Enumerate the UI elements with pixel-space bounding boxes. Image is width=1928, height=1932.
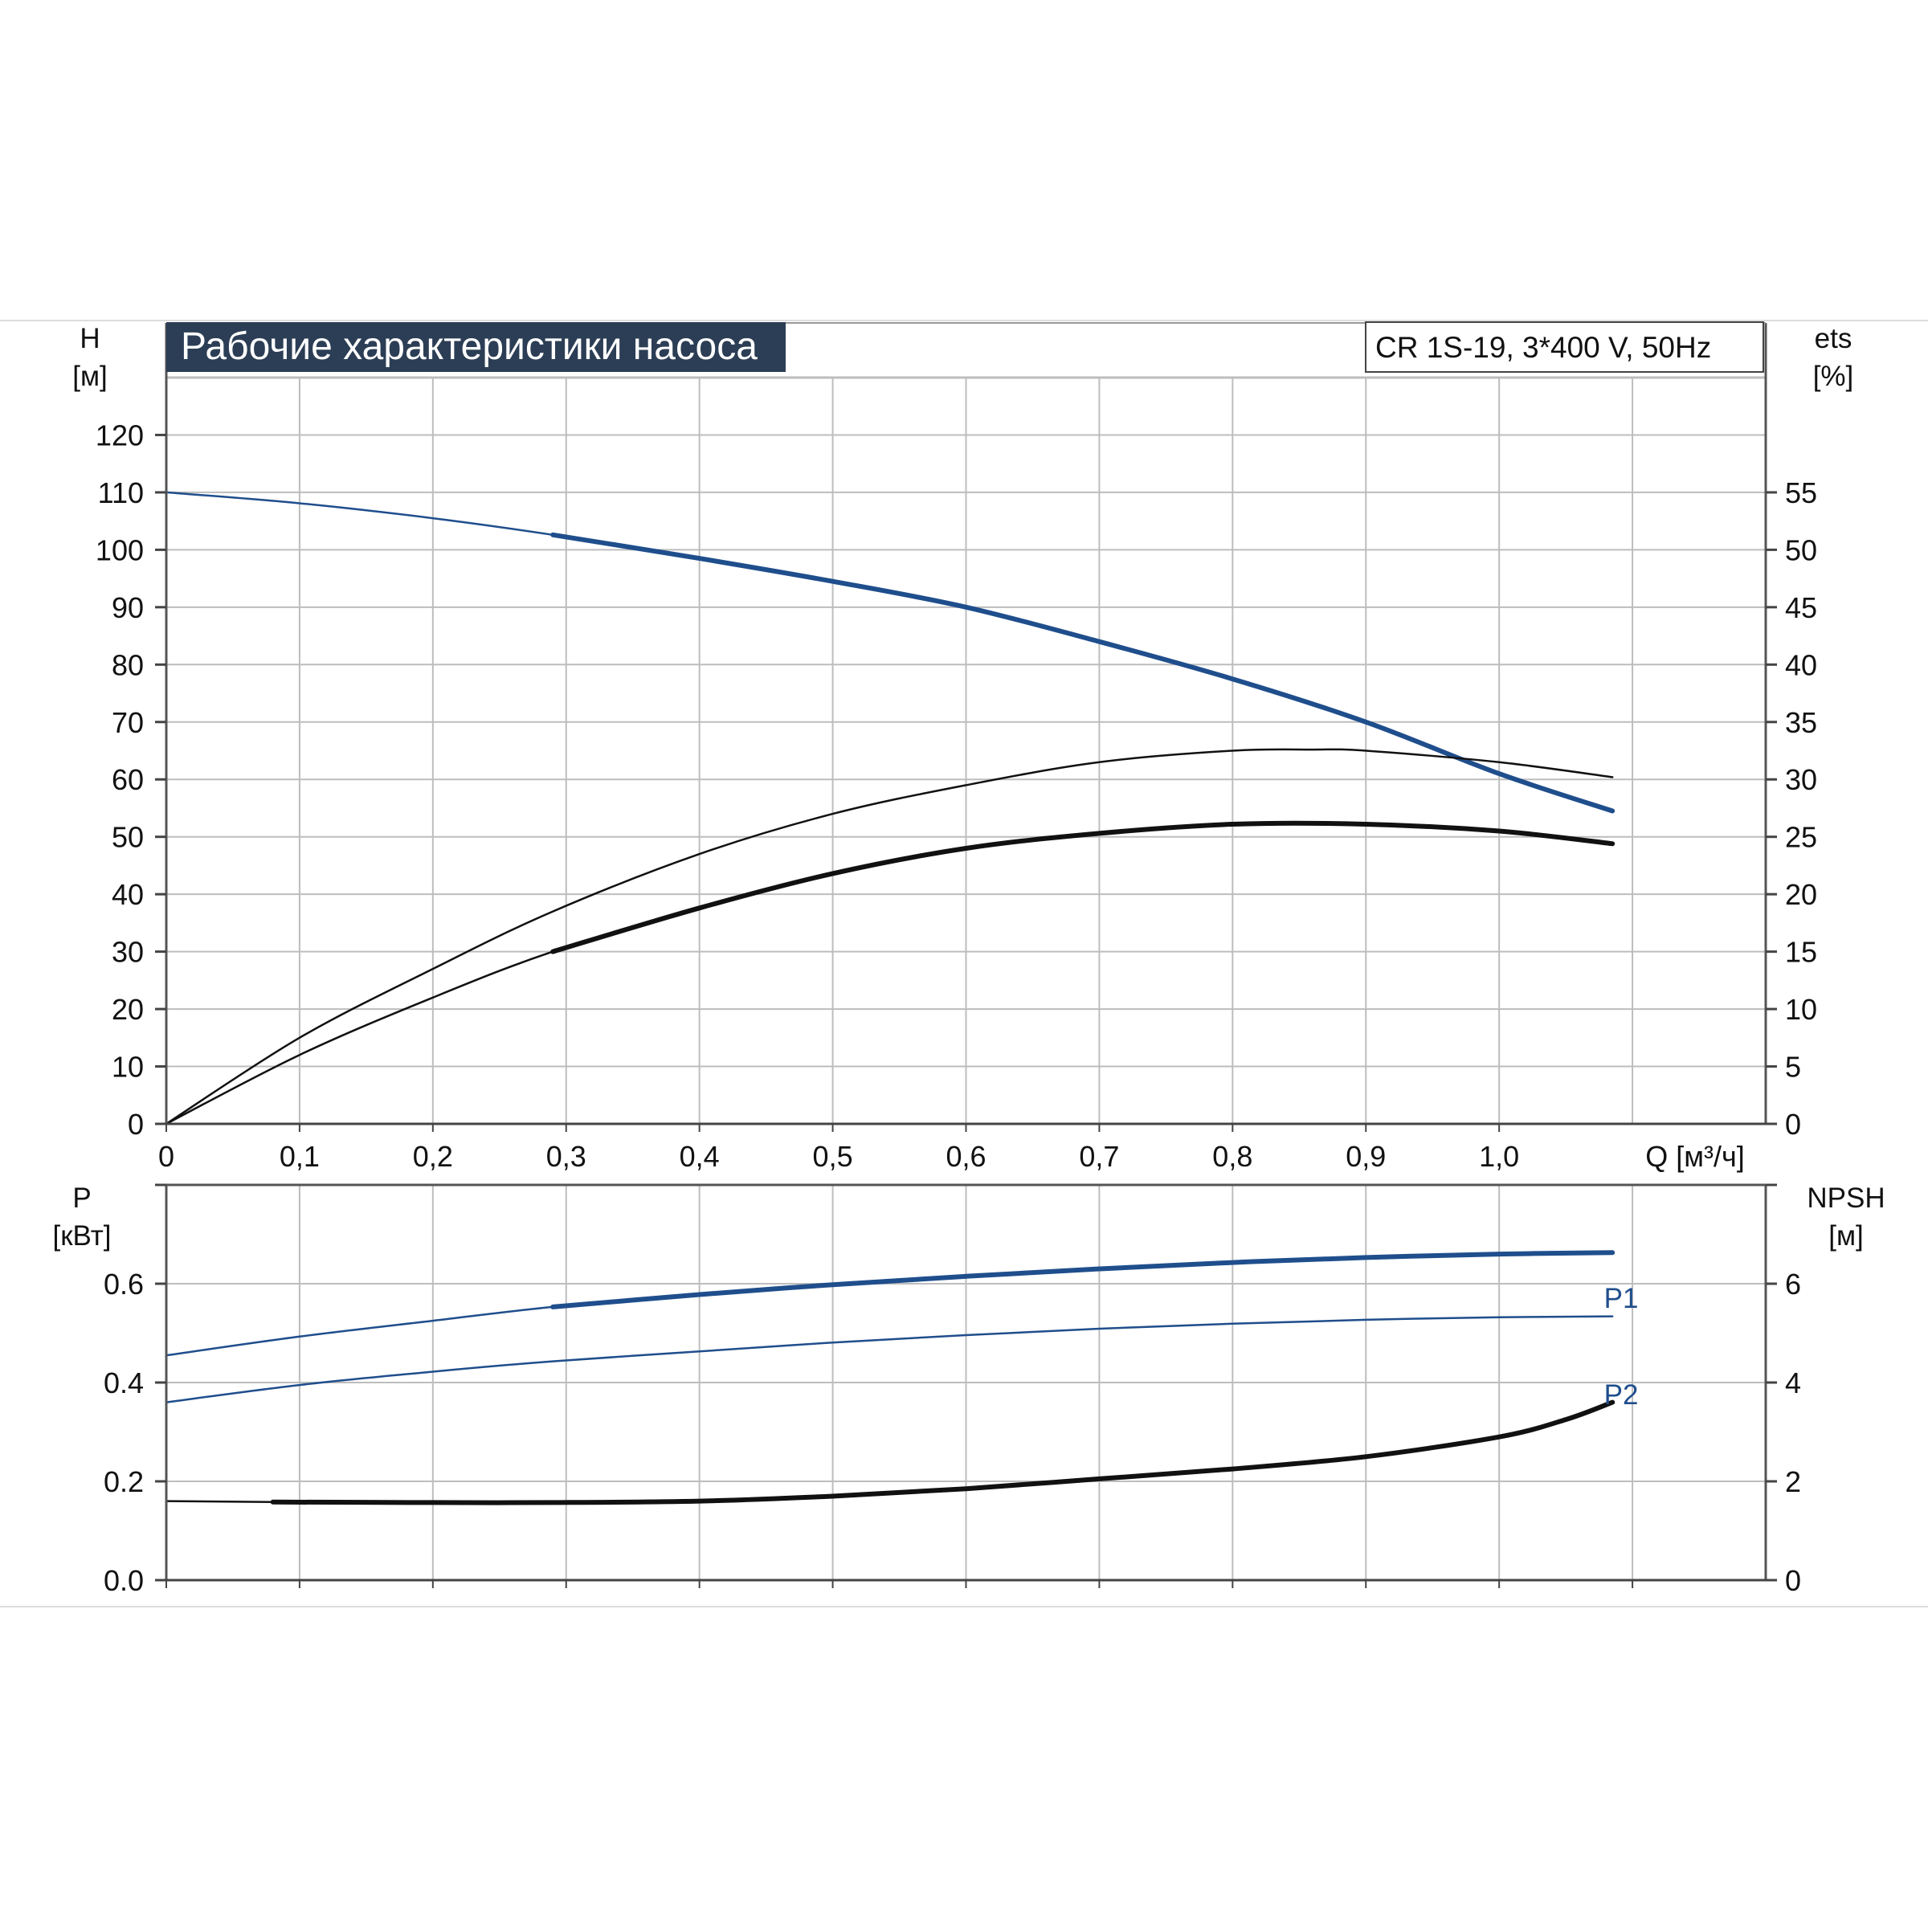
top-right-tick-label: 25 [1785, 821, 1817, 854]
top-left-tick-label: 0 [128, 1108, 144, 1141]
x-axis-label: Q [м³/ч] [1645, 1140, 1745, 1173]
top-x-tick-label: 0,4 [680, 1140, 720, 1173]
top-left-axis-label-line1: H [80, 323, 100, 354]
top-right-tick-label: 55 [1785, 476, 1817, 509]
top-left-tick-label: 20 [112, 993, 144, 1026]
bottom-grid [166, 1184, 1766, 1580]
top-left-axis-label-line2: [м] [72, 361, 108, 392]
bottom-left-tick-label: 0.2 [104, 1465, 144, 1498]
bottom-left-tick-label: 0.4 [104, 1366, 144, 1399]
top-right-tick-label: 30 [1785, 763, 1817, 796]
bottom-left-tick-label: 0.0 [104, 1564, 144, 1597]
bottom-right-tick-label: 2 [1785, 1465, 1801, 1498]
top-x-tick-label: 0,9 [1346, 1140, 1386, 1173]
model-label: CR 1S-19, 3*400 V, 50Hz [1375, 331, 1711, 364]
bottom-series-2-operating-range [270, 1399, 1616, 1505]
bottom-left-axis-label-line2: [кВт] [53, 1220, 112, 1252]
bottom-left-tick-label: 0.6 [104, 1268, 144, 1301]
top-left-tick-label: 80 [112, 648, 144, 681]
top-series-2-line [165, 822, 1614, 1125]
top-right-tick-label: 35 [1785, 706, 1817, 739]
top-left-tick-label: 70 [112, 706, 144, 739]
top-right-tick-label: 0 [1785, 1108, 1801, 1141]
top-x-tick-label: 0,7 [1079, 1140, 1119, 1173]
top-series-0-line [165, 491, 1614, 812]
top-x-tick-label: 0,6 [946, 1140, 986, 1173]
top-left-tick-label: 110 [98, 476, 144, 509]
top-right-axis-label-line1: ets [1815, 323, 1852, 354]
top-left-tick-label: 40 [112, 878, 144, 911]
top-right-tick-label: 40 [1785, 648, 1817, 681]
top-grid [166, 376, 1766, 1124]
bottom-right-axis-label-line2: [м] [1828, 1220, 1864, 1252]
top-right-tick-label: 5 [1785, 1051, 1801, 1084]
top-right-tick-label: 10 [1785, 993, 1817, 1026]
bottom-right-tick-label: 0 [1785, 1564, 1801, 1597]
top-right-tick-label: 45 [1785, 591, 1817, 624]
top-series-0-operating-range [550, 532, 1616, 814]
top-series [165, 491, 1616, 1125]
top-left-tick-label: 100 [96, 533, 144, 566]
model-box [1365, 321, 1764, 373]
tick-labels: 0102030405060708090100110120051015202530… [96, 419, 1817, 1597]
top-x-tick-label: 0 [158, 1140, 174, 1173]
top-left-tick-label: 50 [112, 821, 144, 854]
top-x-tick-label: 0,2 [413, 1140, 453, 1173]
top-x-tick-label: 0,1 [280, 1140, 320, 1173]
chart-title: Рабочие характеристики насоса [181, 325, 758, 368]
top-x-tick-label: 0,3 [546, 1140, 586, 1173]
bottom-right-tick-label: 6 [1785, 1268, 1801, 1301]
top-left-tick-label: 90 [112, 591, 144, 624]
bottom-left-axis-label-line1: P [72, 1182, 91, 1214]
series-label-p2: P2 [1604, 1379, 1639, 1411]
top-right-tick-label: 20 [1785, 878, 1817, 911]
top-left-tick-label: 10 [112, 1051, 144, 1084]
top-right-tick-label: 15 [1785, 936, 1817, 969]
top-series-2-operating-range [550, 820, 1616, 954]
top-right-axis-label-line2: [%] [1813, 361, 1854, 392]
top-right-tick-label: 50 [1785, 533, 1817, 566]
bottom-series-1-line [165, 1315, 1614, 1403]
series-label-p1: P1 [1604, 1283, 1639, 1314]
top-left-tick-label: 60 [112, 763, 144, 796]
top-x-tick-label: 0,5 [813, 1140, 853, 1173]
bottom-series [165, 1250, 1616, 1505]
top-left-tick-label: 30 [112, 936, 144, 969]
top-series-1-line [165, 748, 1614, 1125]
top-x-tick-label: 0,8 [1212, 1140, 1252, 1173]
top-x-tick-label: 1,0 [1479, 1140, 1519, 1173]
top-left-tick-label: 120 [96, 419, 144, 451]
title-box [166, 322, 786, 372]
bottom-right-axis-label-line1: NPSH [1807, 1182, 1885, 1214]
bottom-series-0-operating-range [550, 1250, 1616, 1309]
bottom-right-tick-label: 4 [1785, 1366, 1801, 1399]
